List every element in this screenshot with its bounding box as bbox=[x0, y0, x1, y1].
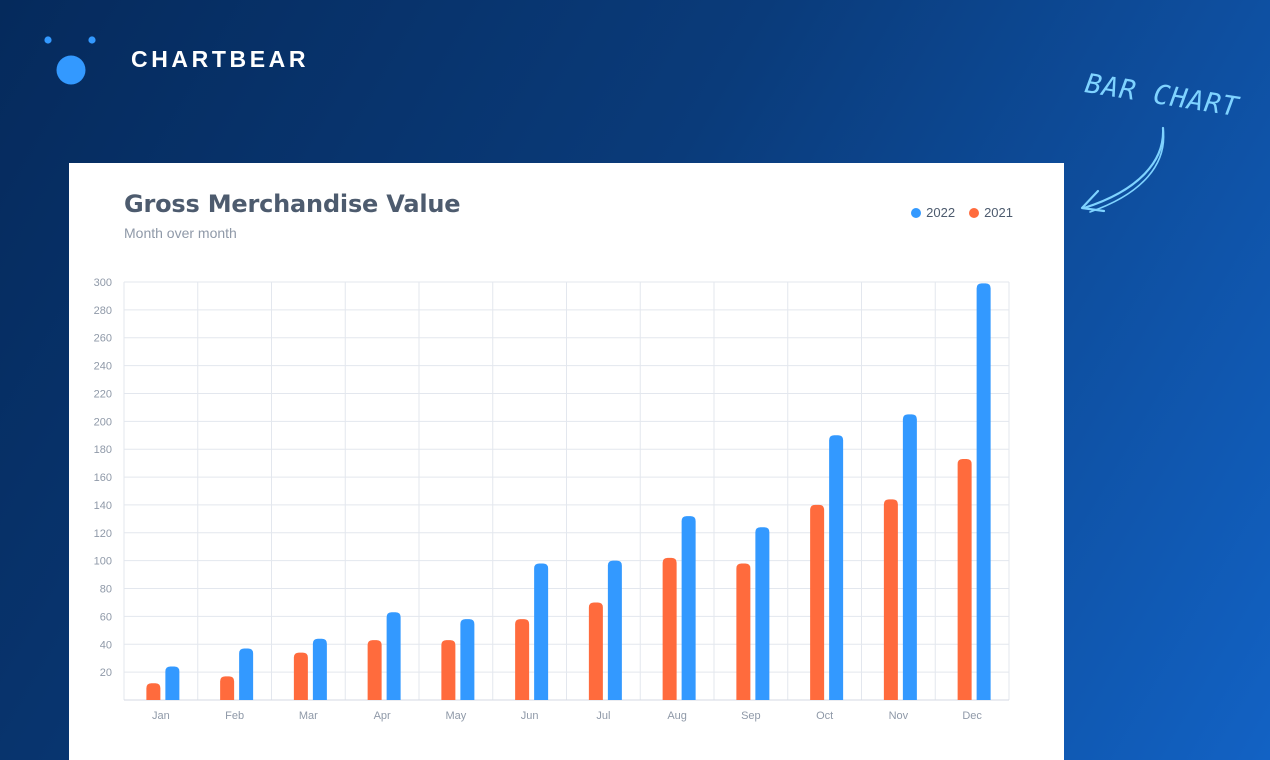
x-tick-label: Dec bbox=[962, 710, 982, 722]
bar-2021-feb bbox=[220, 676, 235, 700]
handwritten-annotation: BAR CHART bbox=[1080, 68, 1242, 213]
x-tick-label: Feb bbox=[225, 710, 244, 722]
y-tick-label: 300 bbox=[94, 277, 112, 289]
bar-2022-feb bbox=[239, 648, 254, 700]
bar-2021-mar bbox=[293, 652, 308, 700]
bar-2021-dec bbox=[957, 458, 972, 700]
curved-arrow-icon bbox=[1082, 126, 1165, 210]
bar-2022-may bbox=[460, 619, 475, 700]
legend-dot-icon bbox=[911, 207, 922, 218]
bar-2021-jul bbox=[588, 602, 603, 700]
legend-item-2021: 2021 bbox=[969, 205, 1013, 220]
brand-name: CHARTBEAR bbox=[131, 46, 310, 72]
y-tick-label: 200 bbox=[94, 416, 112, 428]
y-tick-label: 120 bbox=[94, 528, 112, 540]
bar-2021-jun bbox=[515, 619, 530, 700]
bar-2022-mar bbox=[312, 638, 327, 700]
bar-2021-may bbox=[441, 640, 456, 700]
bar-2022-dec bbox=[976, 283, 991, 700]
bar-2022-jul bbox=[607, 560, 622, 700]
x-tick-label: Nov bbox=[889, 710, 909, 722]
y-tick-label: 40 bbox=[100, 639, 112, 651]
brand: CHARTBEAR bbox=[42, 34, 342, 88]
x-tick-label: Oct bbox=[816, 710, 833, 722]
x-tick-label: Apr bbox=[374, 710, 391, 722]
bar-2022-sep bbox=[755, 527, 770, 700]
x-tick-label: Sep bbox=[741, 710, 761, 722]
bar-2021-sep bbox=[736, 563, 751, 700]
y-tick-label: 240 bbox=[94, 361, 112, 373]
y-tick-label: 140 bbox=[94, 500, 112, 512]
bar-2022-aug bbox=[681, 516, 696, 700]
y-tick-label: 100 bbox=[94, 556, 112, 568]
y-tick-label: 160 bbox=[94, 472, 112, 484]
chart-card: 20 40 60 80 100 120 140 160 180 200 220 240 260 280 30… bbox=[69, 163, 1064, 760]
bar-chart: 20 40 60 80 100 120 140 160 180 200 220 240 260 280 30… bbox=[94, 277, 1010, 722]
x-tick-label: Jun bbox=[521, 710, 539, 722]
legend-label: 2021 bbox=[984, 205, 1013, 220]
x-tick-label: Jul bbox=[596, 710, 610, 722]
bar-2021-apr bbox=[367, 640, 382, 700]
bar-2021-aug bbox=[662, 557, 677, 700]
annotation-text: BAR CHART bbox=[1083, 68, 1242, 123]
bar-chart-annotation: BAR CHART bbox=[1070, 60, 1260, 220]
bar-2022-nov bbox=[902, 414, 917, 700]
y-tick-label: 220 bbox=[94, 388, 112, 400]
y-tick-label: 180 bbox=[94, 444, 112, 456]
bar-2022-jan bbox=[165, 666, 180, 700]
bear-logo-icon bbox=[44, 36, 96, 85]
bar-2021-oct bbox=[810, 504, 825, 700]
bar-2022-jun bbox=[534, 563, 549, 700]
legend-label: 2022 bbox=[926, 205, 956, 220]
chart-subtitle: Month over month bbox=[124, 225, 237, 241]
y-tick-label: 20 bbox=[100, 667, 112, 679]
bar-2021-nov bbox=[883, 499, 898, 700]
bar-2021-jan bbox=[146, 683, 161, 700]
y-tick-label: 60 bbox=[100, 611, 112, 623]
bar-2022-apr bbox=[386, 612, 401, 700]
chart-legend: 2022 2021 bbox=[911, 205, 1013, 220]
legend-dot-icon bbox=[969, 207, 980, 218]
legend-item-2022: 2022 bbox=[911, 205, 955, 220]
y-tick-label: 80 bbox=[100, 584, 112, 596]
x-tick-label: May bbox=[445, 710, 466, 722]
chart-title: Gross Merchandise Value bbox=[124, 190, 461, 218]
x-tick-label: Mar bbox=[299, 710, 318, 722]
bar-2022-oct bbox=[829, 435, 844, 700]
y-tick-label: 280 bbox=[94, 305, 112, 317]
x-tick-label: Jan bbox=[152, 710, 170, 722]
x-tick-label: Aug bbox=[667, 710, 687, 722]
y-tick-label: 260 bbox=[94, 333, 112, 345]
